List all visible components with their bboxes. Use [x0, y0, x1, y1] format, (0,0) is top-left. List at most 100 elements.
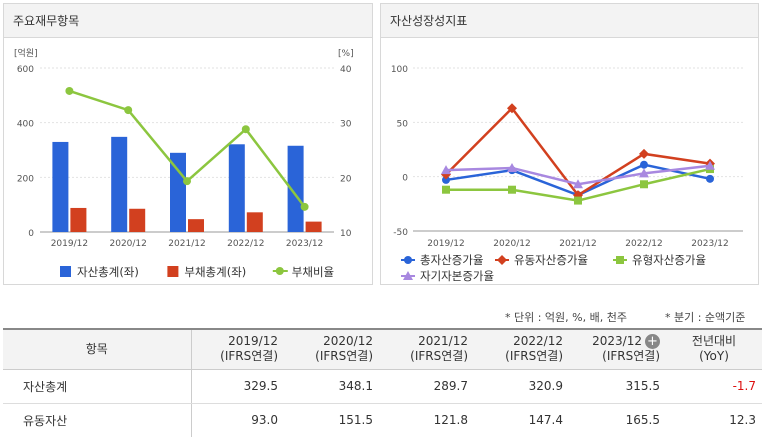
legend-label: 총자산증가율 [420, 253, 483, 267]
cell-value: 289.7 [379, 369, 474, 404]
cell-value: 329.5 [191, 369, 284, 404]
y-tick-left: 0 [28, 229, 34, 239]
legend-marker [403, 271, 413, 280]
x-tick-label: 2020/12 [493, 239, 530, 249]
x-tick-label: 2020/12 [110, 239, 147, 249]
y-tick-right: 30 [340, 120, 352, 130]
cell-value: 165.5 [569, 403, 666, 437]
growth-point [441, 165, 451, 175]
table-row: 자산총계 329.5 348.1 289.7 320.9 315.5 -1.7 [3, 369, 762, 404]
debt-ratio-point [300, 202, 309, 211]
legend-marker [275, 267, 284, 275]
asset-growth-chart: -50 0 50 100 2019/12 2020/12 2021/12 2022/12 202… [391, 65, 743, 283]
debt-ratio-point [124, 106, 133, 115]
financial-table: 항목 2019/12 (IFRS연결) 2020/12 (IFRS연결) 2021/… [3, 328, 762, 437]
growth-point [573, 179, 583, 189]
legend-label: 유동자산증가율 [514, 253, 588, 267]
cell-value: 93.0 [191, 403, 284, 437]
bar-total-assets [111, 136, 128, 232]
header-year-2021: 2021/12 (IFRS연결) [379, 328, 474, 370]
cell-value: 147.4 [474, 403, 569, 437]
legend-label: 자기자본증가율 [420, 269, 494, 283]
y-axis-label-left: [억원] [14, 47, 38, 59]
header-year-2020: 2020/12 (IFRS연결) [284, 328, 379, 370]
cell-yoy: 12.3 [666, 403, 762, 437]
y-tick: 100 [391, 65, 408, 75]
growth-point [442, 185, 450, 194]
growth-point [507, 162, 517, 172]
growth-point [507, 103, 517, 114]
y-tick-right: 10 [340, 229, 352, 239]
period-note: * 분기 : 순액기준 [665, 311, 746, 324]
legend-label: 부채비율 [292, 265, 334, 279]
y-tick: 50 [397, 119, 409, 129]
debt-ratio-point [65, 86, 74, 95]
y-tick-left: 600 [17, 65, 34, 75]
header-year-2023: 2023/12 + (IFRS연결) [569, 328, 666, 370]
y-tick-right: 20 [340, 174, 352, 184]
unit-note: * 단위 : 억원, %, 배, 천주 [505, 311, 627, 324]
bar-total-assets [52, 141, 69, 232]
legend-label: 자산총계(좌) [77, 265, 139, 279]
y-tick-right: 40 [340, 65, 352, 75]
x-tick-label: 2023/12 [286, 239, 323, 249]
legend-marker [616, 256, 624, 264]
x-tick-label: 2021/12 [168, 239, 205, 249]
cell-value: 315.5 [569, 369, 666, 404]
y-tick: 0 [402, 174, 408, 184]
growth-point [640, 160, 648, 169]
notes-row: * 단위 : 억원, %, 배, 천주 * 분기 : 순액기준 [0, 309, 762, 327]
debt-ratio-point [241, 125, 250, 134]
debt-ratio-line [69, 89, 306, 208]
header-item-label: 항목 [3, 328, 192, 370]
bar-total-assets [170, 152, 186, 232]
financial-items-panel: 주요재무항목 0 200 400 600 10 20 30 40 [억원] [%] 2019/12 2… [3, 3, 373, 285]
y-tick: -50 [393, 228, 408, 238]
y-axis-label-right: [%] [338, 49, 354, 59]
x-tick-label: 2019/12 [51, 239, 88, 249]
x-tick-label: 2021/12 [559, 239, 596, 249]
bar-total-liabilities [188, 219, 204, 232]
y-tick-left: 400 [17, 120, 34, 130]
header-year-2019: 2019/12 (IFRS연결) [191, 328, 284, 370]
x-tick-label: 2022/12 [625, 239, 662, 249]
growth-point [574, 196, 582, 205]
legend-swatch [167, 266, 179, 277]
growth-point [639, 168, 649, 178]
cell-yoy: -1.7 [666, 369, 762, 404]
bar-total-assets [287, 145, 304, 232]
bar-total-liabilities [70, 207, 87, 232]
bar-total-liabilities [305, 221, 322, 232]
cell-value: 121.8 [379, 403, 474, 437]
legend-label: 유형자산증가율 [632, 253, 706, 267]
financial-items-title: 주요재무항목 [4, 4, 372, 38]
table-row: 유동자산 93.0 151.5 121.8 147.4 165.5 12.3 [3, 403, 762, 437]
cell-value: 151.5 [284, 403, 379, 437]
x-tick-label: 2019/12 [427, 239, 464, 249]
bar-total-liabilities [129, 208, 146, 232]
cell-value: 348.1 [284, 369, 379, 404]
bar-total-assets [228, 144, 245, 232]
x-tick-label: 2022/12 [227, 239, 264, 249]
y-tick-left: 200 [17, 174, 34, 184]
growth-point [639, 148, 649, 159]
growth-point [640, 180, 648, 189]
header-year-2022: 2022/12 (IFRS연결) [474, 328, 569, 370]
growth-point [705, 160, 715, 170]
growth-point [442, 175, 450, 184]
table-header-row: 항목 2019/12 (IFRS연결) 2020/12 (IFRS연결) 2021/… [3, 328, 762, 370]
financial-items-chart: 0 200 400 600 10 20 30 40 [억원] [%] 2019/12 2020/12 2… [14, 47, 354, 279]
asset-growth-title: 자산성장성지표 [381, 4, 758, 38]
growth-point [508, 185, 516, 194]
legend-marker [404, 256, 412, 264]
header-yoy: 전년대비 (YoY) [666, 328, 762, 370]
expand-plus-icon[interactable]: + [645, 334, 660, 350]
row-label: 자산총계 [3, 369, 192, 404]
bar-total-liabilities [246, 212, 263, 232]
growth-point [706, 174, 714, 183]
x-tick-label: 2023/12 [691, 239, 728, 249]
row-label: 유동자산 [3, 403, 192, 437]
legend-swatch [60, 266, 71, 277]
legend-marker [497, 255, 507, 265]
asset-growth-panel: 자산성장성지표 -50 0 50 100 2019/12 2020/12 2021/12 20… [380, 3, 759, 285]
